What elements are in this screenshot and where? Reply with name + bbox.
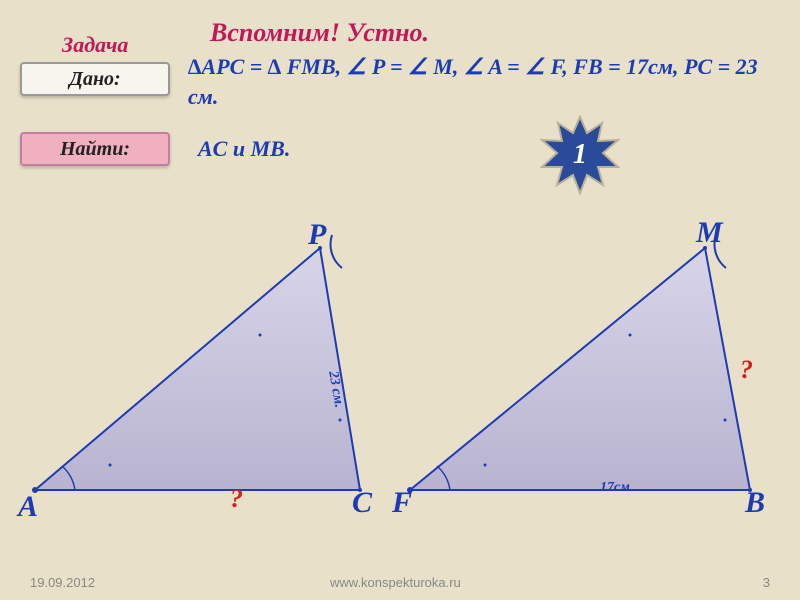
given-text: ∆АРС = ∆ FMB, ∠ P = ∠ M, ∠ A = ∠ F, FB =… bbox=[188, 52, 758, 111]
starburst-badge: 1 bbox=[540, 115, 620, 195]
find-box-label: Найти: bbox=[60, 138, 130, 161]
vertex-label-m: M bbox=[696, 216, 723, 250]
triangle-fmb bbox=[410, 248, 750, 490]
vertex-label-c: C bbox=[352, 486, 372, 520]
triangle-apc bbox=[35, 248, 360, 490]
footer-page: 3 bbox=[763, 575, 770, 590]
vertex-label-f: F bbox=[392, 486, 412, 520]
find-text: AC и MB. bbox=[198, 136, 290, 162]
footer-date: 19.09.2012 bbox=[30, 575, 95, 590]
find-box: Найти: bbox=[20, 132, 170, 166]
header-title: Вспомним! Устно. bbox=[210, 18, 429, 48]
given-box: Дано: bbox=[20, 62, 170, 96]
angle-arc-p bbox=[330, 235, 342, 268]
footer-url: www.konspekturoka.ru bbox=[330, 575, 461, 590]
label-17cm: 17см bbox=[600, 480, 630, 496]
vertex-label-b: B bbox=[745, 486, 765, 520]
diagram-container bbox=[10, 220, 790, 530]
vertex-label-p: P bbox=[308, 218, 326, 252]
task-label: Задача bbox=[62, 32, 128, 58]
given-box-label: Дано: bbox=[69, 68, 120, 91]
question-mark-ac: ? bbox=[230, 484, 243, 514]
question-mark-mb: ? bbox=[740, 355, 753, 385]
star-number: 1 bbox=[573, 139, 587, 171]
triangles-svg bbox=[10, 220, 790, 530]
vertex-label-a: A bbox=[18, 490, 38, 524]
